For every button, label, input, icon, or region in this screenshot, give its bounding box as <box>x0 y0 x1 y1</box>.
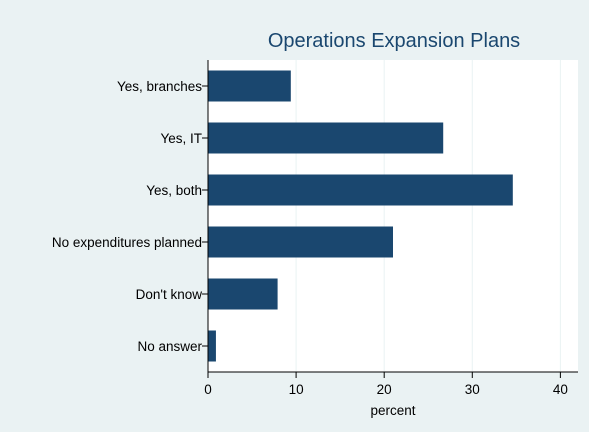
category-label: Yes, both <box>146 183 202 198</box>
bar <box>208 278 278 310</box>
bar <box>208 226 393 258</box>
category-label: Don't know <box>136 287 203 302</box>
category-labels: Yes, branches Yes, IT Yes, both No expendit… <box>52 79 208 354</box>
grid-lines <box>295 60 561 372</box>
x-axis-ticks: 0 10 20 30 40 <box>204 372 568 397</box>
bar <box>208 70 291 102</box>
category-label: Yes, IT <box>160 131 202 146</box>
x-tick-label: 30 <box>465 382 480 397</box>
chart-title: Operations Expansion Plans <box>268 30 520 52</box>
x-axis-title: percent <box>370 403 415 418</box>
bar <box>208 330 216 362</box>
x-tick-label: 0 <box>204 382 212 397</box>
bar <box>208 122 444 154</box>
bar <box>208 174 513 206</box>
category-label: No answer <box>137 339 202 354</box>
plot-area <box>208 60 578 372</box>
category-label: Yes, branches <box>117 79 202 94</box>
x-tick-label: 40 <box>553 382 568 397</box>
category-label: No expenditures planned <box>52 235 202 250</box>
x-tick-label: 20 <box>377 382 392 397</box>
x-tick-label: 10 <box>289 382 304 397</box>
bars <box>208 70 513 362</box>
